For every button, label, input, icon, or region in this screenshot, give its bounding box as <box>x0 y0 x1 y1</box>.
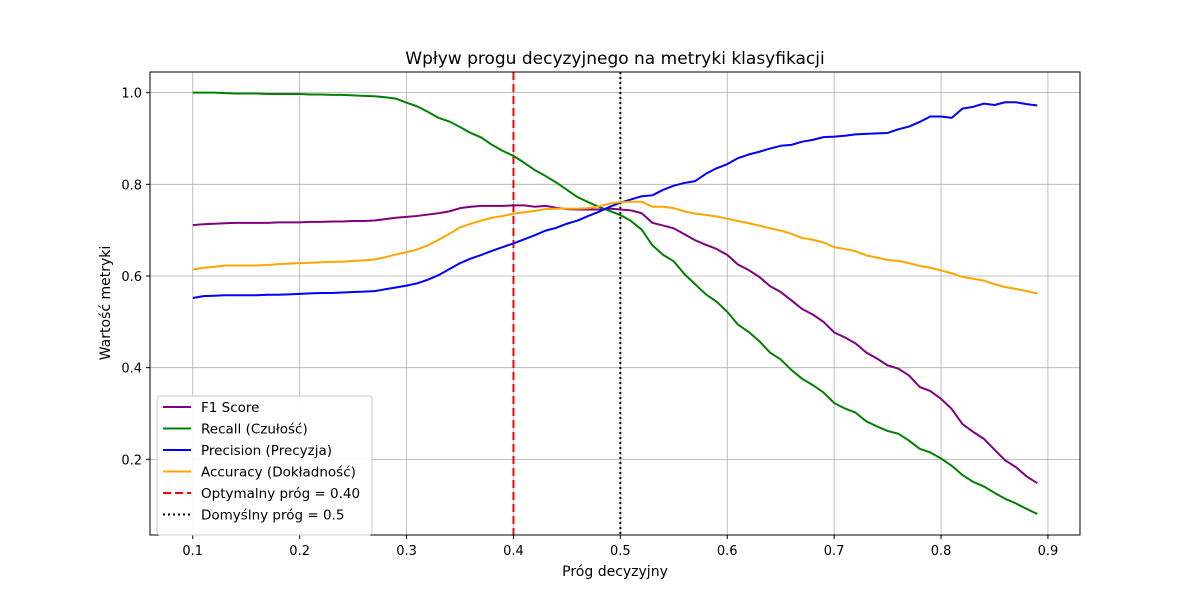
legend-label: Accuracy (Dokładność) <box>201 465 356 481</box>
y-tick-label: 0.8 <box>121 178 142 193</box>
y-tick-label: 1.0 <box>121 87 142 102</box>
x-axis-title: Próg decyzyjny <box>562 564 668 580</box>
legend-label: Domyślny próg = 0.5 <box>201 508 344 524</box>
legend-label: Optymalny próg = 0.40 <box>201 486 360 502</box>
x-tick-label: 0.3 <box>396 544 417 559</box>
data-series <box>192 91 1038 515</box>
grid-lines <box>150 72 1080 535</box>
series-line <box>192 204 1038 485</box>
series-line <box>192 101 1038 299</box>
y-tick-label: 0.2 <box>121 453 142 468</box>
y-tick-label: 0.4 <box>121 362 142 377</box>
x-tick-label: 0.2 <box>289 544 310 559</box>
legend-label: F1 Score <box>201 400 259 416</box>
y-tick-label: 0.6 <box>121 270 142 285</box>
x-tick-label: 0.7 <box>824 544 845 559</box>
legend-box <box>156 395 373 536</box>
x-tick-label: 0.5 <box>610 544 631 559</box>
chart-title: Wpływ progu decyzyjnego na metryki klasy… <box>405 49 824 69</box>
plot-area-frame <box>149 71 1081 536</box>
reference-lines <box>512 72 622 535</box>
legend-label: Recall (Czułość) <box>201 422 308 438</box>
x-tick-label: 0.1 <box>182 544 203 559</box>
x-tick-label: 0.6 <box>717 544 738 559</box>
legend: F1 Score Recall (Czułość) Precision (Precy… <box>156 395 373 536</box>
series-line <box>192 200 1038 295</box>
x-tick-label: 0.8 <box>931 544 952 559</box>
legend-label: Precision (Precyzja) <box>201 443 332 459</box>
y-axis-ticks: 0.2 0.4 0.6 0.8 1.0 <box>121 87 150 468</box>
series-line <box>192 91 1038 515</box>
x-tick-label: 0.4 <box>503 544 524 559</box>
x-tick-label: 0.9 <box>1038 544 1059 559</box>
y-axis-title: Wartość metryki <box>98 246 114 361</box>
x-axis-ticks: 0.1 0.2 0.3 0.4 0.5 0.6 0.7 0.8 0.9 <box>182 535 1058 559</box>
